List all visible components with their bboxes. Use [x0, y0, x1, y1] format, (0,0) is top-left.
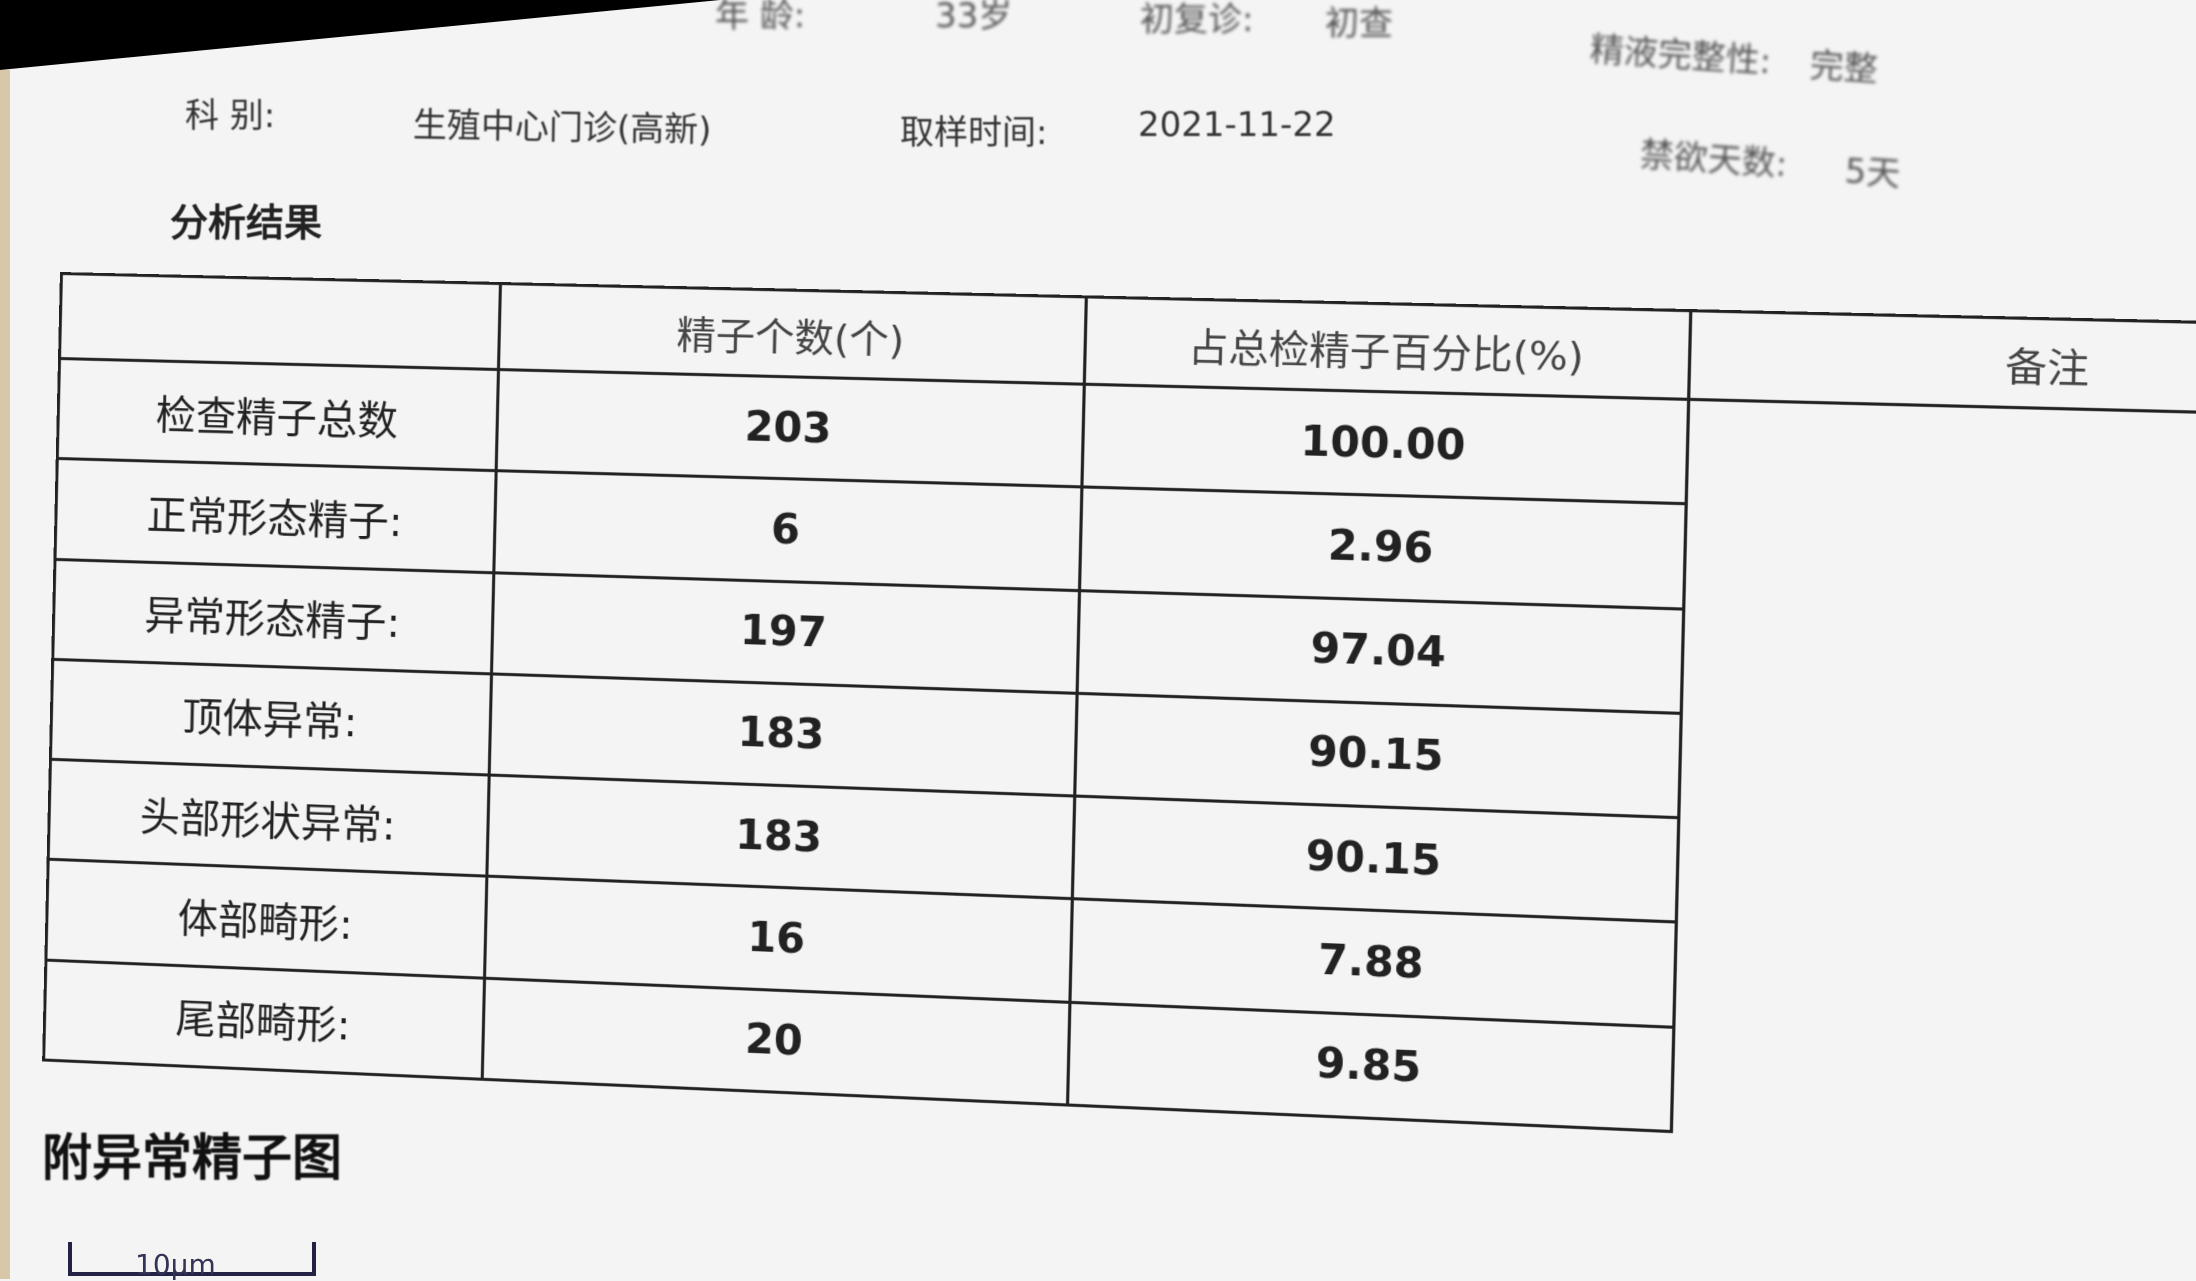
row-count: 197	[492, 572, 1080, 693]
department-value: 生殖中心门诊(高新)	[413, 97, 712, 151]
photo-background-edge	[0, 70, 10, 1279]
age-value: 33岁	[935, 0, 1012, 37]
completeness-label: 精液完整性:	[1589, 22, 1773, 84]
completeness-value: 完整	[1808, 38, 1879, 92]
visit-type-value: 初查	[1325, 0, 1393, 45]
scale-label: 10μm	[135, 1248, 216, 1281]
analysis-table: 精子个数(个) 占总检精子百分比(%) 备注 检查精子总数 203 100.00…	[42, 272, 2196, 1175]
row-label: 尾部畸形:	[44, 960, 485, 1079]
row-label: 头部形状异常:	[48, 759, 489, 876]
sample-time-label: 取样时间:	[900, 105, 1047, 154]
row-label: 异常形态精子:	[53, 559, 494, 674]
header-count: 精子个数(个)	[498, 284, 1086, 385]
row-label: 体部畸形:	[46, 860, 487, 978]
section-title: 分析结果	[170, 192, 322, 247]
row-percent: 2.96	[1080, 487, 1687, 608]
row-count: 6	[494, 471, 1082, 590]
department-label: 科 别:	[185, 88, 275, 137]
visit-type-label: 初复诊:	[1140, 0, 1253, 41]
abstinence-label: 禁欲天数:	[1638, 127, 1789, 186]
header-percent: 占总检精子百分比(%)	[1084, 297, 1690, 399]
photo-background-corner	[0, 0, 720, 70]
row-label: 检查精子总数	[57, 359, 498, 471]
abstinence-value: 5天	[1843, 143, 1902, 196]
header-empty	[60, 274, 501, 370]
row-percent: 100.00	[1082, 384, 1689, 504]
remark-cell	[1671, 399, 2196, 1163]
row-percent: 97.04	[1077, 590, 1684, 713]
figure-title: 附异常精子图	[42, 1118, 342, 1190]
row-label: 正常形态精子:	[55, 459, 496, 573]
row-label: 顶体异常:	[50, 659, 491, 775]
sample-time-value: 2021-11-22	[1138, 105, 1336, 145]
age-label: 年 龄:	[715, 0, 805, 37]
row-count: 203	[496, 370, 1084, 488]
